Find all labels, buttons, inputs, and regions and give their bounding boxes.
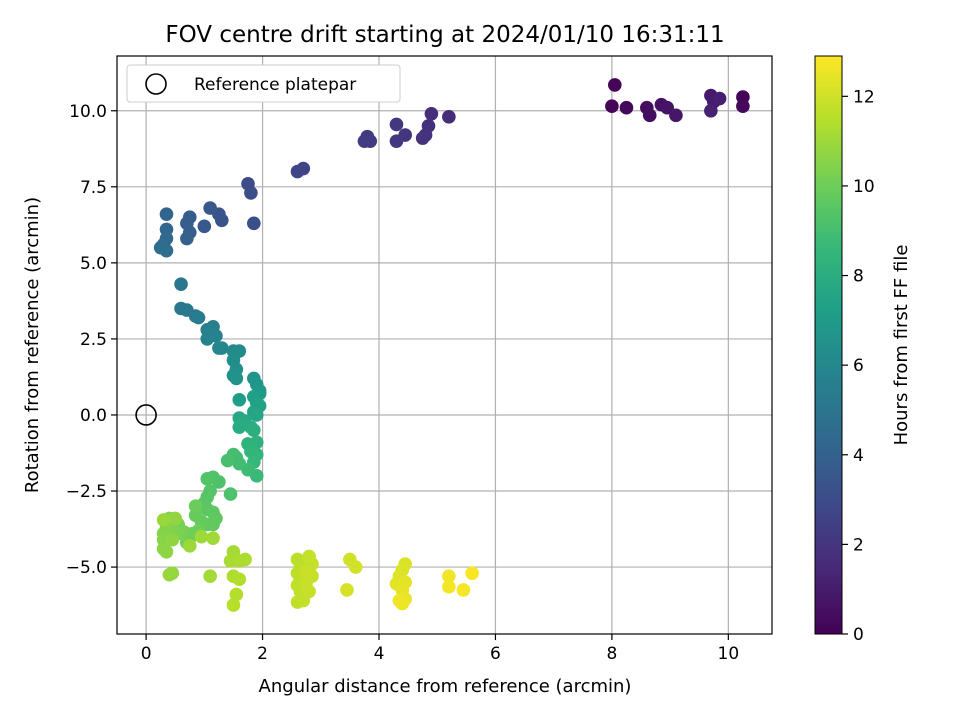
y-tick-label: 5.0 — [80, 254, 107, 274]
scatter-point — [194, 529, 209, 544]
chart-title: FOV centre drift starting at 2024/01/10 … — [165, 22, 724, 48]
scatter-point — [389, 117, 404, 132]
scatter-point — [456, 583, 471, 597]
x-tick-label: 8 — [606, 644, 617, 664]
x-tick-label: 6 — [490, 644, 501, 664]
scatter-point — [442, 110, 456, 124]
colorbar-bar — [814, 55, 843, 635]
scatter-point — [191, 310, 206, 325]
scatter-point — [442, 569, 456, 583]
colorbar-tick-label: 12 — [853, 87, 875, 107]
x-tick-label: 2 — [257, 644, 268, 664]
y-axis-ticks: −5.0 −2.5 0.0 2.5 5.0 7.5 10.0 — [66, 102, 117, 578]
scatter-point — [238, 552, 252, 567]
y-axis-label: Rotation from reference (arcmin) — [22, 197, 43, 493]
scatter-point — [704, 103, 718, 118]
scatter-point — [424, 107, 439, 121]
scatter-point — [188, 499, 203, 514]
colorbar-tick-label: 6 — [853, 356, 864, 376]
y-tick-label: 0.0 — [80, 406, 107, 426]
scatter-point — [249, 408, 264, 422]
y-tick-label: −2.5 — [66, 482, 107, 502]
scatter-point — [165, 532, 180, 547]
scatter-point — [389, 134, 404, 148]
scatter-point — [348, 560, 363, 574]
scatter-point — [174, 277, 188, 291]
scatter-point — [244, 186, 258, 200]
scatter-point — [247, 423, 261, 437]
scatter-point — [736, 99, 750, 113]
colorbar-tick-label: 0 — [853, 625, 864, 645]
scatter-point — [180, 231, 194, 246]
scatter-point — [215, 341, 229, 355]
x-tick-label: 10 — [718, 644, 740, 664]
reference-platepar-marker — [135, 404, 157, 426]
scatter-point — [159, 207, 174, 221]
scatter-point — [153, 240, 168, 255]
y-tick-label: 10.0 — [69, 102, 107, 122]
scatter-point — [415, 131, 430, 145]
scatter-point — [203, 201, 217, 215]
scatter-point — [619, 100, 634, 115]
scatter-point — [465, 566, 479, 580]
colorbar: 0 2 4 6 8 10 12 Hours from first FF file — [814, 55, 912, 645]
scatter-point — [247, 216, 261, 231]
scatter-point — [340, 583, 354, 597]
scatter-point — [162, 567, 177, 582]
y-tick-label: 7.5 — [80, 178, 107, 198]
scatter-point — [302, 584, 316, 599]
scatter-point — [220, 453, 235, 468]
scatter-point — [223, 487, 238, 501]
colorbar-ticks: 0 2 4 6 8 10 12 — [842, 87, 875, 645]
x-axis-label: Angular distance from reference (arcmin) — [259, 676, 632, 697]
scatter-point — [168, 511, 183, 526]
scatter-point — [226, 598, 241, 612]
x-tick-label: 0 — [141, 644, 152, 664]
scatter-point — [203, 569, 217, 583]
plot-area-frame — [116, 55, 773, 635]
legend: Reference platepar — [126, 64, 401, 103]
scatter-point — [182, 538, 197, 553]
scatter-point — [642, 108, 657, 123]
scatter-point — [206, 531, 220, 545]
scatter-points — [153, 78, 750, 612]
scatter-point — [232, 420, 247, 434]
colorbar-tick-label: 8 — [853, 267, 864, 287]
scatter-point — [232, 392, 247, 407]
colorbar-tick-label: 2 — [853, 535, 864, 555]
scatter-point — [357, 134, 372, 148]
legend-label: Reference platepar — [194, 75, 356, 95]
scatter-point — [229, 587, 244, 602]
colorbar-tick-label: 4 — [853, 446, 864, 466]
scatter-point — [669, 108, 683, 123]
scatter-point — [209, 329, 223, 343]
scatter-point — [197, 219, 212, 234]
scatter-point — [712, 91, 727, 106]
scatter-point — [159, 545, 174, 559]
scatter-point — [229, 371, 244, 386]
legend-marker — [145, 73, 167, 95]
scatter-point — [232, 572, 247, 587]
colorbar-label: Hours from first FF file — [891, 245, 912, 446]
scatter-point — [442, 580, 456, 594]
legend-box — [126, 64, 401, 103]
scatter-point — [605, 99, 619, 113]
scatter-point — [392, 593, 407, 608]
scatter-point — [290, 164, 305, 179]
y-tick-label: 2.5 — [80, 330, 107, 350]
x-axis-ticks: 0 2 4 6 8 10 — [141, 634, 739, 664]
scatter-point — [299, 564, 314, 579]
y-tick-label: −5.0 — [66, 558, 107, 578]
colorbar-tick-label: 10 — [853, 177, 875, 197]
scatter-point — [200, 472, 215, 486]
scatter-point — [156, 513, 171, 527]
scatter-point — [608, 78, 622, 92]
x-tick-label: 4 — [374, 644, 385, 664]
